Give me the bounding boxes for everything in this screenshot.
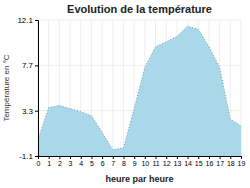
tick-label: 8: [122, 160, 126, 167]
x-tick: 9: [133, 156, 137, 167]
x-tick: 10: [141, 156, 149, 167]
y-tick: 12.1: [17, 16, 38, 25]
tick-label: 12.1: [17, 16, 33, 25]
tick-label: 16: [206, 160, 214, 167]
tick-mark: [198, 156, 199, 159]
x-tick: 16: [206, 156, 214, 167]
grid-line: [123, 20, 124, 156]
tick-mark: [49, 156, 50, 159]
tick-mark: [81, 156, 82, 159]
tick-label: 6: [101, 160, 105, 167]
y-tick: -1.1: [19, 152, 38, 161]
x-axis-title: heure par heure: [105, 174, 173, 184]
tick-mark: [35, 111, 38, 112]
x-tick: 4: [79, 156, 83, 167]
tick-mark: [209, 156, 210, 159]
y-tick: 7.7: [22, 61, 38, 70]
tick-label: 18: [227, 160, 235, 167]
plot: 012345678910111213141516171819-1.13.37.7…: [17, 16, 245, 167]
x-tick: 11: [152, 156, 159, 167]
tick-label: 13: [173, 160, 181, 167]
tick-mark: [59, 156, 60, 159]
tick-label: 5: [90, 160, 94, 167]
tick-label: 0: [37, 160, 41, 167]
title: Evolution de la température: [67, 3, 212, 15]
x-tick: 14: [184, 156, 192, 167]
tick-mark: [35, 65, 38, 66]
tick-mark: [241, 156, 242, 159]
tick-label: 2: [58, 160, 62, 167]
tick-mark: [113, 156, 114, 159]
x-tick: 7: [111, 156, 115, 167]
x-tick: 13: [173, 156, 181, 167]
area: [38, 26, 241, 156]
tick-mark: [230, 156, 231, 159]
grid: [38, 20, 241, 156]
tick-mark: [134, 156, 135, 159]
x-tick: 5: [90, 156, 94, 167]
x-tick: 0: [37, 156, 41, 167]
x-tick: 2: [58, 156, 62, 167]
tick-label: 4: [79, 160, 83, 167]
tick-label: 19: [238, 160, 246, 167]
tick-label: 17: [216, 160, 224, 167]
tick-label: 10: [141, 160, 149, 167]
grid-line: [112, 20, 113, 156]
x-tick: 17: [216, 156, 224, 167]
tick-mark: [91, 156, 92, 159]
x-tick: 8: [122, 156, 126, 167]
tick-label: 7.7: [22, 61, 34, 70]
marks: [38, 26, 241, 156]
tick-label: 9: [133, 160, 137, 167]
tick-label: 15: [195, 160, 203, 167]
x-tick: 6: [101, 156, 105, 167]
line: [38, 26, 241, 150]
y-tick: 3.3: [22, 107, 38, 116]
tick-mark: [35, 156, 38, 157]
x-tick: 12: [163, 156, 171, 167]
axis-line: [39, 157, 242, 160]
x-tick: 15: [195, 156, 203, 167]
tick-label: 14: [184, 160, 192, 167]
tick-mark: [70, 156, 71, 159]
y-axis-title: Température en °C: [2, 54, 11, 121]
tick-label: -1.1: [19, 152, 33, 161]
tick-label: 1: [47, 160, 51, 167]
x-tick: 19: [238, 156, 246, 167]
tick-mark: [145, 156, 146, 159]
x-tick: 1: [47, 156, 51, 167]
axis-line: [35, 21, 39, 157]
tick-label: 11: [152, 160, 159, 167]
y-axis: -1.1 3.3 7.7 12.1: [17, 16, 38, 161]
tick-mark: [177, 156, 178, 159]
tick-mark: [188, 156, 189, 159]
tick-mark: [35, 20, 38, 21]
x-axis: 012345678910111213141516171819: [37, 156, 246, 167]
x-tick: 3: [69, 156, 73, 167]
tick-mark: [102, 156, 103, 159]
tick-mark: [166, 156, 167, 159]
x-tick: 18: [227, 156, 235, 167]
tick-mark: [220, 156, 221, 159]
tick-label: 12: [163, 160, 171, 167]
tick-mark: [156, 156, 157, 159]
tick-label: 3: [69, 160, 73, 167]
tick-mark: [123, 156, 124, 159]
chart: 012345678910111213141516171819-1.13.37.7…: [0, 0, 250, 188]
grid-line: [38, 20, 241, 21]
tick-label: 3.3: [22, 107, 34, 116]
tick-label: 7: [111, 160, 115, 167]
